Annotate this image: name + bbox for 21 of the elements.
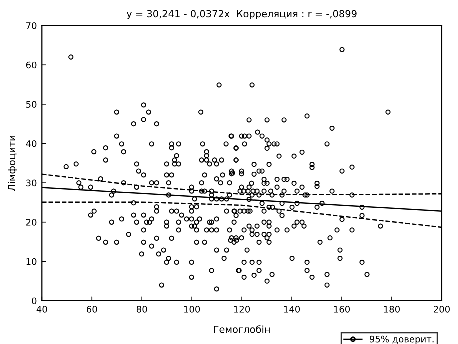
y-tick-label: 10 (26, 258, 37, 266)
legend-label: 95% доверит. (370, 336, 434, 344)
x-tick-label: 160 (334, 306, 350, 313)
y-tick-label: 30 (26, 180, 37, 187)
y-tick-label: 70 (26, 22, 37, 30)
y-tick-label: 20 (26, 219, 37, 226)
chart-title: y = 30,241 - 0,0372x Корреляция : r = -,0899 (126, 10, 357, 20)
x-axis-title: Гемоглобін (214, 326, 270, 334)
x-tick-label: 40 (36, 306, 48, 313)
x-tick-label: 180 (384, 306, 400, 313)
x-tick-label: 200 (434, 306, 450, 313)
x-tick-label: 120 (234, 306, 250, 313)
y-tick-label: 40 (26, 140, 37, 148)
y-tick-label: 0 (32, 298, 37, 305)
x-tick-label: 80 (136, 306, 148, 313)
x-tick-label: 140 (284, 306, 300, 313)
x-tick-label: 60 (87, 306, 98, 313)
x-tick-label: 100 (184, 306, 200, 313)
y-axis-title: Лімфоцити (8, 136, 18, 192)
y-tick-label: 50 (26, 101, 37, 108)
y-tick-label: 60 (26, 62, 37, 69)
